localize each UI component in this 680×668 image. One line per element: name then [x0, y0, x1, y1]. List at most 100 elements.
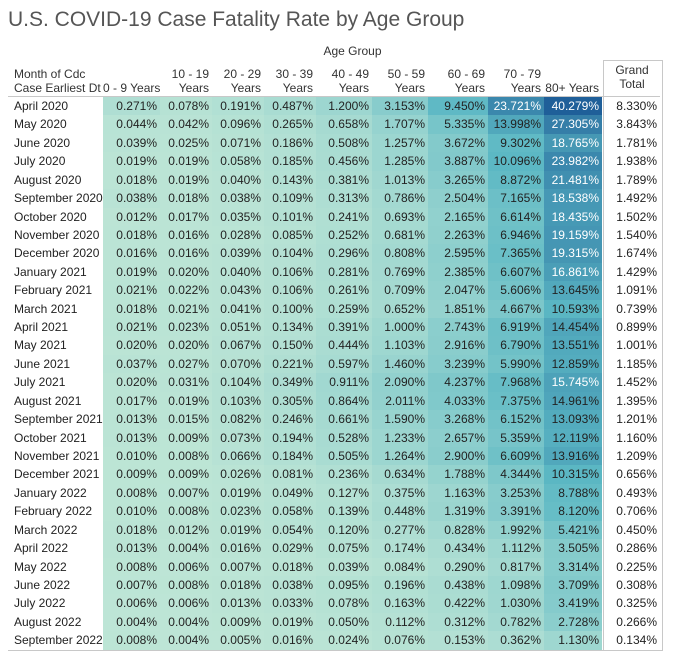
- grand-total-cell: 0.225%: [616, 559, 657, 574]
- heatmap-cell: 0.031%: [160, 373, 212, 393]
- heatmap-cell: 0.106%: [264, 281, 316, 301]
- heatmap-cell: 0.194%: [264, 428, 316, 448]
- heatmap-cell: 0.391%: [316, 318, 372, 338]
- heatmap-cell: 12.119%: [544, 428, 602, 448]
- row-label: September 2022: [14, 633, 103, 648]
- row-label: May 2021: [14, 338, 67, 353]
- grand-total-divider: [603, 60, 604, 650]
- heatmap-cell: 10.315%: [544, 465, 602, 485]
- row-label: August 2022: [14, 614, 82, 629]
- heatmap-cell: 0.782%: [488, 612, 544, 632]
- heatmap-cell: 0.018%: [103, 520, 160, 540]
- heatmap-cell: 3.253%: [488, 483, 544, 503]
- heatmap-cell: 0.076%: [372, 631, 428, 651]
- row-label: December 2021: [14, 467, 100, 482]
- heatmap-cell: 0.196%: [372, 575, 428, 595]
- column-header: 0 - 9 Years: [103, 81, 160, 95]
- heatmap-cell: 0.134%: [264, 318, 316, 338]
- heatmap-cell: 0.109%: [264, 189, 316, 209]
- heatmap-cell: 6.790%: [488, 336, 544, 356]
- heatmap-cell: 7.365%: [488, 244, 544, 264]
- heatmap-cell: 13.645%: [544, 281, 602, 301]
- heatmap-cell: 0.007%: [160, 483, 212, 503]
- heatmap-cell: 1.030%: [488, 594, 544, 614]
- heatmap-cell: 0.073%: [212, 428, 264, 448]
- column-header: 60 - 69 Years: [428, 67, 485, 95]
- heatmap-cell: 23.721%: [488, 97, 544, 117]
- grand-total-cell: 1.091%: [616, 283, 657, 298]
- heatmap-cell: 0.033%: [264, 594, 316, 614]
- heatmap-cell: 0.017%: [160, 207, 212, 227]
- heatmap-cell: 3.314%: [544, 557, 602, 577]
- heatmap-cell: 0.020%: [160, 262, 212, 282]
- heatmap-cell: 0.013%: [103, 410, 160, 430]
- heatmap-cell: 0.143%: [264, 170, 316, 190]
- heatmap-cell: 0.769%: [372, 262, 428, 282]
- grand-total-cell: 1.502%: [616, 209, 657, 224]
- heatmap-cell: 27.305%: [544, 115, 602, 135]
- heatmap-cell: 1.000%: [372, 318, 428, 338]
- heatmap-cell: 7.375%: [488, 391, 544, 411]
- heatmap-cell: 0.084%: [372, 557, 428, 577]
- heatmap-cell: 0.104%: [212, 373, 264, 393]
- grand-total-cell: 3.843%: [616, 117, 657, 132]
- column-header-line: 30 - 39: [275, 67, 313, 81]
- row-label: July 2020: [14, 154, 66, 169]
- heatmap-cell: 0.019%: [264, 612, 316, 632]
- row-label: April 2021: [14, 320, 69, 335]
- heatmap-cell: 4.667%: [488, 299, 544, 319]
- heatmap-cell: 0.012%: [103, 207, 160, 227]
- row-label: October 2021: [14, 430, 87, 445]
- heatmap-cell: 0.016%: [264, 631, 316, 651]
- row-label: November 2020: [14, 227, 100, 242]
- heatmap-cell: 0.221%: [264, 354, 316, 374]
- grand-total-cell: 1.789%: [616, 172, 657, 187]
- heatmap-cell: 0.008%: [103, 631, 160, 651]
- heatmap-cell: 0.004%: [160, 631, 212, 651]
- grand-total-cell: 0.286%: [616, 541, 657, 556]
- grand-total-cell: 1.160%: [616, 430, 657, 445]
- row-label: September 2021: [14, 412, 103, 427]
- heatmap-cell: 0.016%: [103, 244, 160, 264]
- heatmap-cell: 0.013%: [103, 428, 160, 448]
- heatmap-cell: 23.982%: [544, 152, 602, 172]
- heatmap-cell: 2.165%: [428, 207, 488, 227]
- heatmap-cell: 0.786%: [372, 189, 428, 209]
- heatmap-cell: 0.634%: [372, 465, 428, 485]
- heatmap-cell: 0.018%: [212, 575, 264, 595]
- heatmap-cell: 2.263%: [428, 225, 488, 245]
- heatmap-cell: 1.257%: [372, 133, 428, 153]
- heatmap-cell: 0.038%: [103, 189, 160, 209]
- grand-total-header: Grand Total: [604, 63, 660, 91]
- heatmap-cell: 1.264%: [372, 446, 428, 466]
- heatmap-cell: 0.019%: [160, 152, 212, 172]
- column-header-line: Years: [178, 81, 209, 95]
- heatmap-cell: 0.067%: [212, 336, 264, 356]
- heatmap-cell: 3.265%: [428, 170, 488, 190]
- heatmap-cell: 3.153%: [372, 97, 428, 117]
- grand-total-cell: 1.001%: [616, 338, 657, 353]
- heatmap-cell: 1.098%: [488, 575, 544, 595]
- heatmap-cell: 0.252%: [316, 225, 372, 245]
- heatmap-cell: 1.319%: [428, 502, 488, 522]
- heatmap-cell: 0.191%: [212, 97, 264, 117]
- grand-total-cell: 0.706%: [616, 504, 657, 519]
- heatmap-cell: 0.019%: [160, 170, 212, 190]
- heatmap-cell: 0.015%: [160, 410, 212, 430]
- heatmap-cell: 4.344%: [488, 465, 544, 485]
- column-header-line: Years: [510, 81, 541, 95]
- heatmap-cell: 0.709%: [372, 281, 428, 301]
- heatmap-cell: 0.693%: [372, 207, 428, 227]
- row-label: April 2020: [14, 99, 69, 113]
- heatmap-cell: 0.039%: [103, 133, 160, 153]
- heatmap-cell: 8.788%: [544, 483, 602, 503]
- row-label: March 2021: [14, 301, 78, 316]
- heatmap-cell: 3.419%: [544, 594, 602, 614]
- heatmap-cell: 0.021%: [103, 281, 160, 301]
- chart-title: U.S. COVID-19 Case Fatality Rate by Age …: [8, 8, 465, 31]
- row-header: Month of Cdc Case Earliest Dt: [14, 67, 101, 95]
- heatmap-cell: 13.551%: [544, 336, 602, 356]
- grand-total-cell: 0.656%: [616, 467, 657, 482]
- column-header: 80+ Years: [544, 81, 599, 95]
- grand-total-cell: 8.330%: [616, 99, 657, 113]
